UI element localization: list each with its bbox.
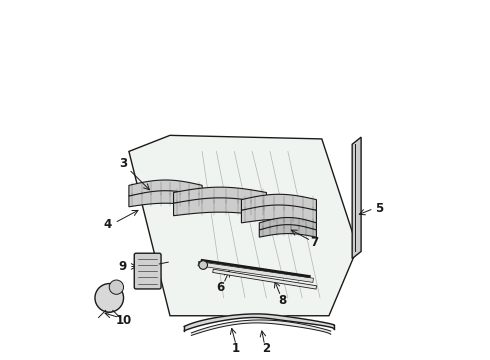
Text: 10: 10: [116, 314, 132, 327]
Text: 2: 2: [262, 342, 270, 355]
Text: 5: 5: [375, 202, 383, 215]
Text: 9: 9: [119, 260, 127, 273]
Text: 1: 1: [232, 342, 240, 355]
Circle shape: [95, 284, 123, 312]
Polygon shape: [242, 205, 317, 223]
FancyBboxPatch shape: [134, 253, 161, 289]
Text: 6: 6: [216, 282, 224, 294]
Circle shape: [199, 261, 207, 269]
Polygon shape: [129, 180, 202, 196]
Polygon shape: [129, 135, 358, 316]
Text: 8: 8: [278, 294, 287, 307]
Polygon shape: [173, 198, 267, 216]
Text: 4: 4: [103, 218, 112, 231]
Polygon shape: [259, 225, 317, 237]
Text: 3: 3: [120, 157, 127, 170]
Polygon shape: [192, 320, 331, 336]
Polygon shape: [259, 217, 317, 230]
Polygon shape: [352, 137, 361, 258]
Polygon shape: [129, 191, 202, 207]
Polygon shape: [242, 194, 317, 210]
Polygon shape: [173, 187, 267, 203]
Polygon shape: [184, 314, 334, 331]
Text: 7: 7: [311, 236, 319, 249]
Circle shape: [109, 280, 123, 294]
